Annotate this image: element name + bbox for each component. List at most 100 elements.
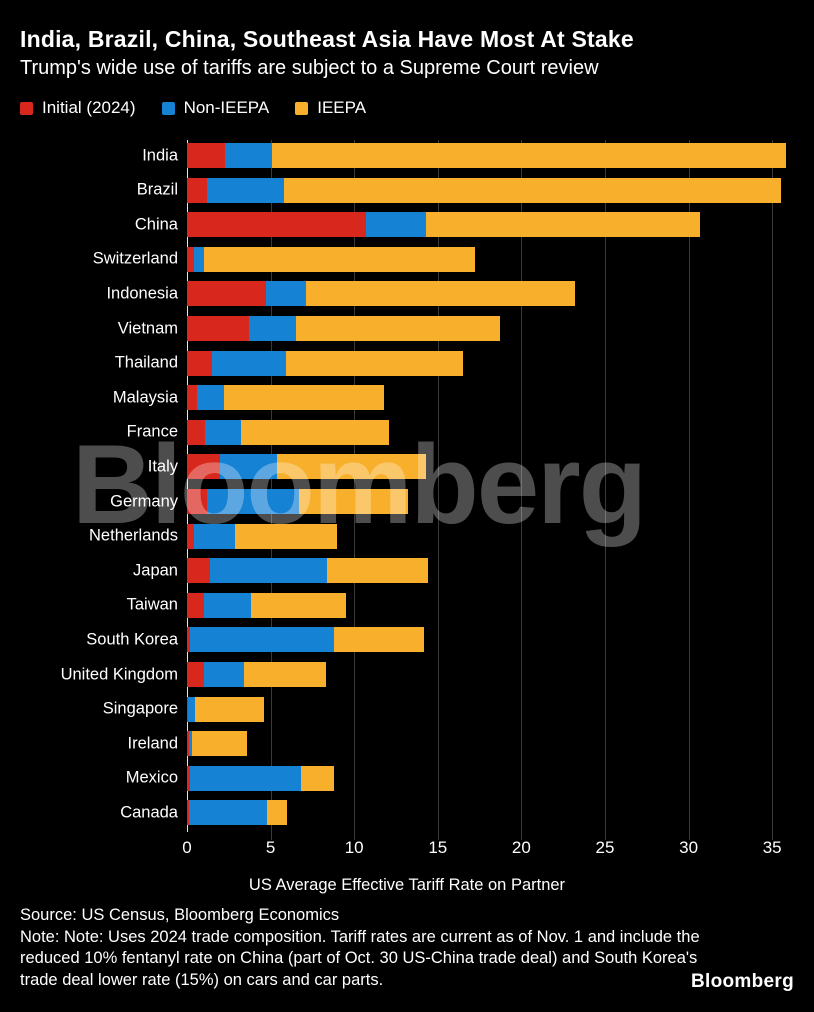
segment-ieepa: [426, 212, 701, 238]
x-tick-label-5: 5: [265, 838, 276, 857]
segment-ieepa: [334, 627, 425, 653]
x-tick-label-10: 10: [344, 838, 364, 857]
bar-row-vietnam: Vietnam: [0, 316, 814, 341]
segment-initial-2024-: [187, 246, 194, 272]
segment-initial-2024-: [187, 800, 189, 826]
segment-initial-2024-: [187, 143, 226, 168]
country-label: China: [134, 215, 178, 234]
country-label: Ireland: [127, 734, 178, 753]
segment-ieepa: [285, 350, 463, 376]
segment-non-ieepa: [207, 177, 284, 203]
segment-initial-2024-: [187, 558, 211, 584]
x-tick-label-20: 20: [511, 838, 531, 857]
segment-non-ieepa: [212, 350, 286, 376]
gridline-20: [521, 140, 523, 840]
bar-row-indonesia: Indonesia: [0, 281, 814, 307]
country-label: India: [142, 146, 178, 164]
segment-ieepa: [272, 143, 786, 168]
bar-row-india: India: [0, 143, 814, 168]
x-tick-label-15: 15: [428, 838, 448, 857]
country-label: Mexico: [125, 768, 178, 787]
segment-initial-2024-: [187, 177, 208, 203]
segment-non-ieepa: [190, 765, 301, 791]
country-label: France: [126, 422, 178, 441]
bar-row-south-korea: South Korea: [0, 627, 814, 653]
segment-non-ieepa: [265, 281, 306, 307]
bar-row-brazil: Brazil: [0, 177, 814, 203]
bar-row-netherlands: Netherlands: [0, 523, 814, 549]
segment-non-ieepa: [193, 246, 204, 272]
bar-row-singapore: Singapore: [0, 696, 814, 722]
segment-non-ieepa: [187, 696, 196, 722]
note-text: Note: Note: Uses 2024 trade composition.…: [20, 927, 700, 989]
segment-ieepa: [240, 419, 390, 445]
country-label: South Korea: [86, 630, 178, 649]
segment-non-ieepa: [188, 731, 193, 757]
segment-initial-2024-: [187, 765, 191, 791]
segment-ieepa: [283, 177, 781, 203]
segment-initial-2024-: [187, 212, 366, 238]
x-axis-ticks: 0 5 10 15 20 25 30 35: [0, 838, 814, 860]
legend-item-3: IEEPA: [295, 98, 366, 118]
x-tick-label-0: 0: [182, 838, 192, 857]
segment-ieepa: [243, 662, 326, 687]
segment-initial-2024-: [187, 731, 189, 757]
country-label: Switzerland: [92, 249, 178, 268]
segment-ieepa: [235, 523, 338, 549]
bloomberg-logo: Bloomberg: [691, 971, 794, 992]
country-label: Italy: [147, 457, 178, 476]
country-label: Germany: [110, 492, 178, 510]
bar-row-united-kingdom: United Kingdom: [0, 662, 814, 687]
segment-initial-2024-: [187, 454, 221, 480]
segment-initial-2024-: [187, 489, 208, 514]
segment-ieepa: [300, 765, 335, 791]
country-label: United Kingdom: [60, 665, 178, 683]
segment-non-ieepa: [225, 143, 273, 168]
segment-non-ieepa: [188, 800, 268, 826]
bar-row-france: France: [0, 419, 814, 445]
bar-row-taiwan: Taiwan: [0, 592, 814, 618]
segment-initial-2024-: [187, 316, 249, 341]
bar-row-canada: Canada: [0, 800, 814, 826]
segment-initial-2024-: [187, 523, 194, 549]
segment-initial-2024-: [187, 419, 206, 445]
source-note-block: Source: US Census, Bloomberg Economics N…: [20, 905, 700, 991]
country-label: Canada: [120, 803, 178, 822]
gridline-15: [437, 140, 439, 840]
segment-ieepa: [305, 281, 575, 307]
country-label: Malaysia: [112, 388, 178, 407]
zero-axis-line: [187, 140, 188, 832]
gridline-30: [688, 140, 690, 840]
bar-row-malaysia: Malaysia: [0, 385, 814, 411]
segment-non-ieepa: [203, 592, 251, 618]
legend-swatch-icon: [20, 101, 33, 115]
country-label: Singapore: [102, 699, 178, 718]
country-label: Indonesia: [106, 284, 178, 303]
chart-subtitle: Trump's wide use of tariffs are subject …: [20, 57, 599, 79]
legend-item-2: Non-IEEPA: [161, 98, 269, 118]
bar-row-ireland: Ireland: [0, 731, 814, 757]
legend-swatch-icon: [295, 101, 309, 115]
x-tick-label-35: 35: [762, 838, 782, 857]
segment-initial-2024-: [187, 592, 204, 618]
bar-row-germany: Germany: [0, 489, 814, 514]
country-label: Brazil: [136, 180, 178, 199]
bar-row-japan: Japan: [0, 558, 814, 584]
x-tick-label-30: 30: [679, 838, 699, 857]
legend-item-1: Initial (2024): [20, 98, 136, 118]
segment-initial-2024-: [187, 385, 198, 411]
segment-ieepa: [327, 558, 428, 584]
source-text: Source: US Census, Bloomberg Economics: [20, 906, 340, 924]
country-label: Thailand: [114, 353, 178, 372]
legend-label: IEEPA: [317, 98, 367, 117]
segment-ieepa: [277, 454, 427, 480]
segment-ieepa: [295, 316, 500, 341]
segment-non-ieepa: [365, 212, 427, 238]
x-axis-title: US Average Effective Tariff Rate on Part…: [248, 876, 566, 894]
bar-row-switzerland: Switzerland: [0, 246, 814, 272]
bar-row-italy: Italy: [0, 454, 814, 480]
segment-non-ieepa: [190, 627, 335, 653]
gridline-35: [772, 140, 774, 840]
gridline-25: [605, 140, 606, 840]
